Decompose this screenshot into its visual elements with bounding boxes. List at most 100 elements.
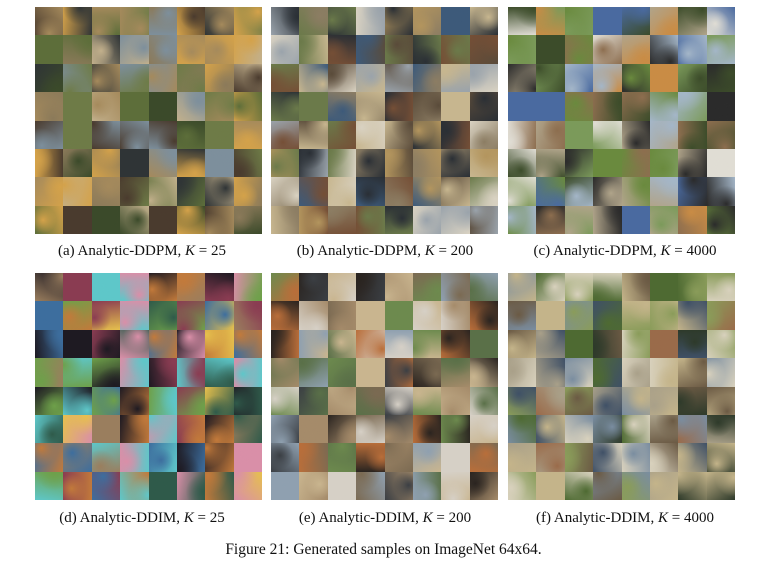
sample-image [233, 301, 262, 330]
caption-label: (a) Analytic-DDPM, [57, 243, 186, 259]
sample-image [148, 386, 177, 415]
sample-image [271, 177, 300, 206]
sample-image [327, 205, 357, 234]
sample-image [356, 471, 385, 500]
sample-image [649, 63, 679, 93]
sample-image [233, 414, 262, 444]
sample-image [508, 386, 537, 415]
sample-image [412, 273, 442, 302]
sample-image [508, 205, 537, 234]
sample-image [649, 358, 679, 387]
sample-image [91, 7, 121, 36]
sample-image [649, 273, 679, 302]
sample-image [593, 414, 622, 444]
sample-image [327, 7, 357, 36]
sample-image [469, 414, 498, 444]
sample-image [469, 471, 498, 500]
sample-image [678, 471, 707, 500]
sample-image [148, 35, 177, 64]
caption-var: K [658, 510, 669, 526]
sample-image [233, 471, 262, 500]
sample-image [271, 35, 300, 64]
sample-image [205, 471, 234, 500]
sample-image [384, 329, 413, 359]
sample-image [469, 205, 498, 234]
sample-image [176, 273, 206, 302]
sample-image [469, 273, 498, 302]
sample-image [412, 35, 442, 64]
sample-image [593, 92, 622, 121]
sample-image [299, 205, 328, 234]
sample-image [621, 386, 650, 415]
sample-image [564, 358, 594, 387]
sample-image [441, 471, 470, 500]
sample-image [508, 471, 537, 500]
sample-image [412, 358, 442, 387]
sample-image [564, 7, 594, 36]
sample-image [35, 414, 64, 444]
sample-image [148, 273, 177, 302]
sample-image [176, 358, 206, 387]
sample-image [564, 301, 594, 330]
sample-image [593, 205, 622, 234]
sample-image [678, 273, 707, 302]
sample-image [678, 92, 707, 121]
caption-label: (b) Analytic-DDPM, [296, 243, 425, 259]
sample-image [63, 120, 92, 149]
sample-image [564, 63, 594, 93]
sample-image [120, 177, 149, 206]
sample-image [148, 7, 177, 36]
sample-image [271, 358, 300, 387]
caption-b: (b) Analytic-DDPM, K = 200 [265, 243, 505, 260]
sample-image [593, 301, 622, 330]
sample-image [469, 358, 498, 387]
sample-image [205, 35, 234, 64]
sample-image [593, 177, 622, 206]
sample-image [327, 386, 357, 415]
caption-var: K [424, 243, 435, 259]
sample-image [384, 386, 413, 415]
sample-image [508, 148, 537, 178]
sample-image [564, 443, 594, 472]
sample-image [35, 7, 64, 36]
caption-value: = 4000 [670, 243, 717, 259]
sample-image [327, 273, 357, 302]
caption-value: = 25 [195, 243, 227, 259]
sample-image [233, 120, 262, 149]
sample-image [233, 92, 262, 121]
sample-image [91, 273, 121, 302]
sample-image [271, 386, 300, 415]
sample-image [678, 329, 707, 359]
sample-image [593, 63, 622, 93]
sample-image [356, 177, 385, 206]
sample-image [621, 443, 650, 472]
sample-image [412, 177, 442, 206]
sample-image [148, 63, 177, 93]
sample-image [148, 471, 177, 500]
sample-image [706, 414, 735, 444]
sample-image [299, 148, 328, 178]
sample-image [441, 7, 470, 36]
sample-image [205, 273, 234, 302]
sample-image [327, 148, 357, 178]
sample-image [148, 205, 177, 234]
sample-image [176, 177, 206, 206]
sample-image [205, 358, 234, 387]
sample-image [706, 35, 735, 64]
sample-image [412, 471, 442, 500]
caption-var: K [422, 510, 433, 526]
sample-image [176, 148, 206, 178]
sample-image [233, 7, 262, 36]
sample-image [508, 443, 537, 472]
sample-image [621, 273, 650, 302]
sample-image [148, 177, 177, 206]
sample-image [35, 177, 64, 206]
sample-image [91, 148, 121, 178]
sample-image [593, 120, 622, 149]
sample-image [706, 120, 735, 149]
sample-image [621, 120, 650, 149]
sample-image [441, 443, 470, 472]
sample-image [356, 414, 385, 444]
sample-image [35, 205, 64, 234]
sample-image [205, 205, 234, 234]
